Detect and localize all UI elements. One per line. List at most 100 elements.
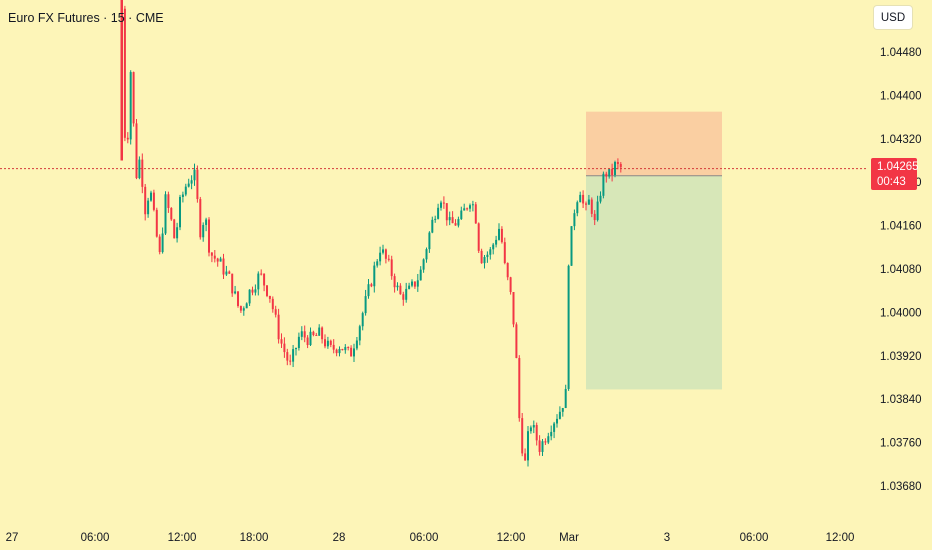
candle-body — [219, 258, 222, 262]
candle — [561, 407, 564, 417]
candle-body — [553, 423, 556, 432]
candle-body — [382, 249, 384, 253]
candle-body — [370, 284, 373, 287]
candle — [303, 325, 306, 343]
candle — [521, 413, 524, 457]
candle-body — [326, 340, 329, 347]
candle — [498, 223, 500, 241]
candle — [216, 257, 219, 267]
candle — [582, 190, 585, 208]
candle-body — [184, 186, 187, 195]
candle — [251, 286, 254, 296]
candle — [614, 160, 616, 178]
candle — [393, 273, 396, 293]
candle — [213, 250, 216, 263]
candle — [596, 195, 599, 222]
candle-body — [303, 331, 306, 338]
candle-body — [442, 202, 445, 204]
candle — [451, 211, 454, 224]
candle-body — [602, 173, 605, 196]
candle — [457, 216, 460, 228]
candle — [155, 207, 158, 238]
candle-body — [350, 347, 353, 357]
candle-body — [474, 204, 477, 224]
candle — [434, 215, 437, 223]
candle — [489, 246, 492, 260]
candle-body — [216, 258, 219, 262]
candle — [341, 348, 344, 351]
candle-body — [413, 281, 416, 287]
candle — [219, 256, 222, 262]
candle-body — [213, 255, 216, 259]
candle — [181, 191, 184, 203]
candle-body — [489, 249, 492, 255]
candle-body — [225, 271, 228, 275]
candle-body — [196, 169, 199, 200]
candle — [585, 201, 587, 211]
candle-body — [616, 161, 619, 164]
candle-body — [167, 194, 170, 208]
candle — [553, 421, 556, 439]
candle — [338, 346, 341, 357]
candle-body — [309, 331, 312, 346]
candle-body — [199, 199, 202, 238]
candle — [289, 354, 292, 366]
candle-body — [208, 219, 210, 253]
candle-body — [448, 217, 451, 221]
price-tick-label: 1.03760 — [880, 438, 922, 450]
stop-zone — [586, 111, 722, 176]
candle — [506, 262, 509, 281]
candle — [440, 200, 442, 211]
candle-body — [379, 252, 382, 262]
candle-body — [245, 303, 248, 309]
currency-button[interactable]: USD — [873, 5, 913, 30]
candle-body — [503, 242, 506, 264]
candle-body — [619, 163, 622, 168]
candle-body — [524, 453, 527, 461]
candle-body — [614, 161, 616, 176]
candle-body — [257, 273, 260, 290]
candle-body — [384, 249, 387, 259]
candle-body — [556, 418, 558, 424]
candle-body — [567, 265, 570, 389]
candle-body — [237, 291, 239, 306]
candle — [190, 175, 193, 190]
candle — [486, 251, 489, 263]
candle — [239, 305, 242, 313]
candle — [515, 322, 518, 359]
candle-body — [573, 213, 576, 227]
candle — [353, 343, 355, 362]
candle-body — [164, 194, 167, 234]
candle-body — [315, 334, 318, 336]
candle — [477, 222, 480, 254]
candle-body — [471, 204, 474, 206]
candle-body — [402, 294, 405, 300]
candle — [413, 281, 416, 289]
candle-body — [593, 213, 596, 221]
candle — [535, 422, 538, 446]
candle — [318, 324, 321, 336]
candle-body — [570, 226, 573, 266]
price-tick-label: 1.03680 — [880, 481, 922, 493]
candle — [567, 264, 570, 391]
candle — [556, 414, 558, 428]
candle-body — [155, 209, 158, 237]
candle-body — [585, 203, 587, 205]
candle-body — [126, 137, 129, 140]
candle-body — [576, 202, 579, 214]
candle-body — [274, 309, 277, 315]
candle-body — [541, 441, 544, 452]
candle — [527, 425, 529, 467]
candle — [280, 333, 283, 349]
time-tick-label: 06:00 — [81, 532, 110, 544]
candle — [170, 207, 173, 221]
candle-body — [222, 258, 225, 275]
candle — [373, 261, 376, 293]
candle-body — [561, 408, 564, 412]
candle-body — [338, 349, 341, 354]
candle — [402, 291, 405, 306]
candle-body — [457, 219, 460, 226]
candle — [260, 269, 263, 276]
candle-body — [300, 331, 303, 337]
